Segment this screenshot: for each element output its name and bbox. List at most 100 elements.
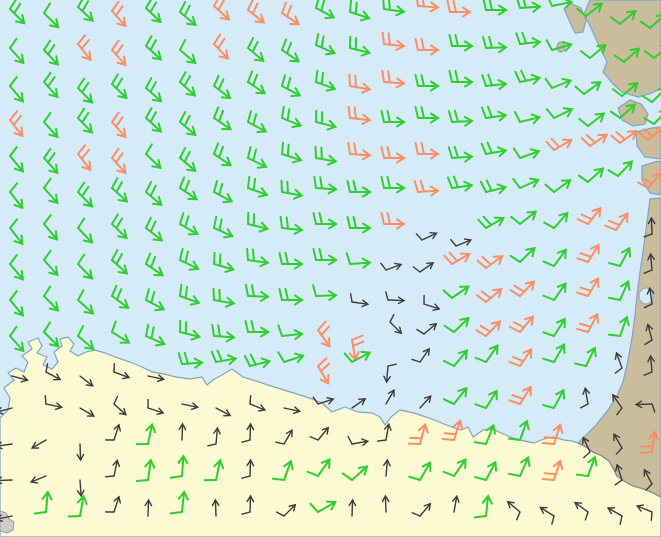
barb-feather	[213, 180, 218, 193]
barb-arrowhead	[76, 494, 88, 505]
barb-shaft	[181, 423, 184, 441]
barb-feather	[13, 2, 22, 15]
barb-feather	[284, 252, 289, 265]
barb-arrowhead	[488, 344, 499, 355]
wind-barb	[383, 363, 397, 384]
barb-shaft	[79, 407, 95, 417]
barb-feather	[616, 407, 623, 416]
wind-barb	[607, 160, 634, 177]
barb-feather	[77, 107, 86, 119]
barb-feather	[277, 324, 283, 337]
barb-feather	[409, 436, 423, 440]
barb-arrowhead	[326, 500, 337, 511]
barb-arrowhead	[497, 79, 508, 91]
wind-barb	[643, 354, 655, 376]
wind-barb	[476, 255, 504, 269]
barb-shaft	[317, 398, 334, 405]
wind-barb	[573, 501, 589, 521]
wind-barb	[542, 282, 567, 301]
barb-feather	[584, 511, 589, 521]
wind-barb	[179, 146, 197, 173]
barb-arrowhead	[383, 375, 391, 384]
wind-barb	[580, 43, 607, 59]
barb-feather	[385, 291, 389, 301]
wind-barb	[241, 458, 255, 479]
wind-barb	[211, 498, 220, 517]
barb-shaft	[419, 461, 431, 481]
barb-shaft	[519, 386, 532, 405]
barb-feather	[179, 0, 187, 13]
wind-barb	[77, 289, 95, 315]
barb-shaft	[281, 191, 303, 197]
barb-feather	[479, 324, 492, 333]
barb-feather	[545, 140, 555, 151]
barb-shaft	[77, 6, 94, 22]
barb-arrowhead	[219, 10, 231, 21]
barb-feather	[614, 479, 623, 486]
barb-feather	[542, 260, 555, 267]
barb-shaft	[485, 461, 497, 481]
barb-feather	[281, 38, 288, 51]
wind-barb	[212, 287, 236, 308]
barb-arrowhead	[655, 13, 661, 24]
barb-feather	[9, 254, 18, 265]
barb-arrowhead	[293, 352, 305, 364]
barb-feather	[513, 110, 521, 123]
barb-shaft	[43, 157, 59, 174]
barb-arrowhead	[49, 18, 60, 29]
barb-shaft	[607, 507, 623, 517]
barb-arrowhead	[117, 88, 128, 100]
barb-feather	[576, 218, 589, 225]
barb-shaft	[453, 495, 458, 513]
barb-arrowhead	[246, 458, 255, 467]
barb-arrowhead	[112, 458, 121, 468]
barb-feather	[145, 323, 150, 337]
wind-barb	[515, 31, 542, 49]
wind-barb	[213, 142, 233, 167]
barb-feather	[145, 288, 150, 301]
barb-feather	[380, 176, 385, 189]
barb-shaft	[619, 130, 638, 144]
barb-shaft	[215, 407, 231, 417]
barb-shaft	[485, 255, 504, 269]
france-northeast-landmass	[583, 0, 661, 98]
wind-barb	[76, 479, 85, 498]
barb-shaft	[451, 285, 470, 299]
wind-barb	[111, 284, 130, 309]
barb-shaft	[619, 10, 637, 25]
barb-feather	[607, 333, 621, 337]
barb-arrowhead	[523, 315, 535, 326]
barb-shaft	[111, 10, 127, 27]
barb-shaft	[485, 46, 507, 49]
wind-barb	[376, 422, 392, 442]
barb-shaft	[215, 357, 237, 363]
barb-shaft	[0, 515, 13, 521]
barb-arrowhead	[285, 428, 293, 438]
barb-arrowhead	[119, 334, 131, 344]
barb-arrowhead	[193, 357, 204, 369]
barb-arrowhead	[13, 306, 25, 317]
wind-barb	[179, 283, 201, 306]
wind-barb	[443, 251, 471, 265]
barb-shaft	[213, 153, 232, 167]
wind-barb	[317, 357, 331, 385]
barb-arrowhead	[621, 246, 632, 258]
wind-barb	[442, 458, 467, 477]
barb-shaft	[247, 223, 269, 230]
barb-feather	[578, 322, 592, 328]
wind-barb	[423, 294, 441, 311]
barb-arrowhead	[556, 317, 566, 329]
barb-shaft	[315, 157, 337, 163]
barb-shaft	[213, 43, 229, 60]
barb-arrowhead	[463, 151, 474, 163]
barb-shaft	[587, 456, 596, 477]
barb-shaft	[111, 121, 127, 138]
barb-shaft	[389, 321, 403, 335]
barb-shaft	[43, 223, 58, 241]
barb-feather	[452, 175, 459, 189]
barb-shaft	[247, 121, 267, 133]
wind-barb	[179, 0, 197, 27]
barb-shaft	[417, 5, 439, 9]
